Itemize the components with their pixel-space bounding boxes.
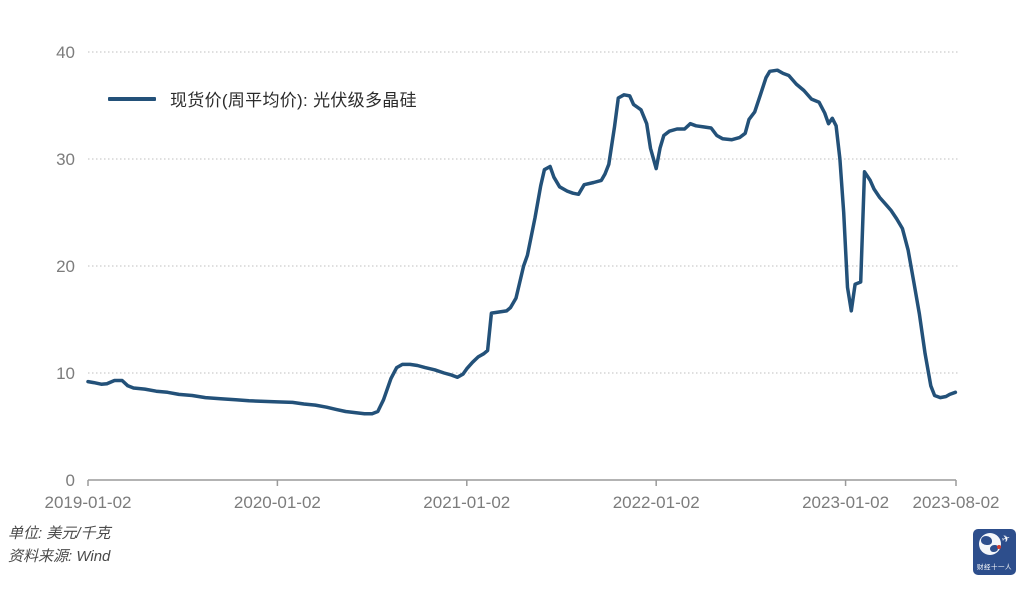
y-axis-label-20: 20: [56, 257, 75, 276]
unit-note: 单位: 美元/千克: [8, 525, 111, 542]
caijing-eleven-logo: ✈ 财经十一人: [973, 529, 1016, 575]
plane-icon: ✈: [1000, 532, 1012, 547]
x-axis-label-4: 2023-01-02: [802, 493, 889, 512]
y-axis-label-40: 40: [56, 43, 75, 62]
x-axis-label-5: 2023-08-02: [913, 493, 1000, 512]
x-axis-label-0: 2019-01-02: [45, 493, 132, 512]
x-axis-label-2: 2021-01-02: [423, 493, 510, 512]
x-axis-label-3: 2022-01-02: [613, 493, 700, 512]
chart-legend: 现货价(周平均价): 光伏级多晶硅: [108, 86, 417, 111]
y-axis-label-0: 0: [66, 471, 75, 490]
y-axis-label-30: 30: [56, 150, 75, 169]
chart-footnotes: 单位: 美元/千克 资料来源: Wind: [8, 522, 111, 568]
legend-line-swatch: [108, 96, 156, 101]
y-axis-label-10: 10: [56, 364, 75, 383]
red-dot-icon: [997, 545, 1001, 549]
logo-text: 财经十一人: [977, 564, 1012, 571]
legend-label: 现货价(周平均价): 光伏级多晶硅: [170, 91, 417, 110]
globe-icon: [979, 533, 1001, 555]
x-axis-label-1: 2020-01-02: [234, 493, 321, 512]
price-series-line: [86, 68, 958, 416]
source-note: 资料来源: Wind: [8, 548, 111, 565]
